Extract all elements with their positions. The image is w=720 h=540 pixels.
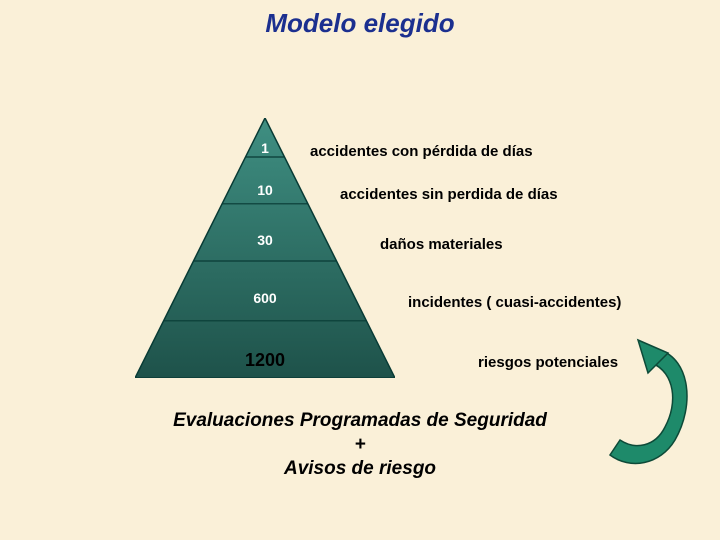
pyramid-level-description: accidentes sin perdida de días xyxy=(340,186,558,203)
pyramid-level-number: 1200 xyxy=(245,350,285,371)
cycle-arrow-icon xyxy=(590,335,700,475)
pyramid-level-number: 1 xyxy=(261,140,269,156)
pyramid-level-description: daños materiales xyxy=(380,236,503,253)
pyramid-level-number: 30 xyxy=(257,232,273,248)
pyramid-level-description: incidentes ( cuasi-accidentes) xyxy=(408,294,621,311)
pyramid-level-number: 600 xyxy=(253,290,276,306)
pyramid-level-description: accidentes con pérdida de días xyxy=(310,143,533,160)
pyramid-level-number: 10 xyxy=(257,182,273,198)
page-title: Modelo elegido xyxy=(0,8,720,39)
